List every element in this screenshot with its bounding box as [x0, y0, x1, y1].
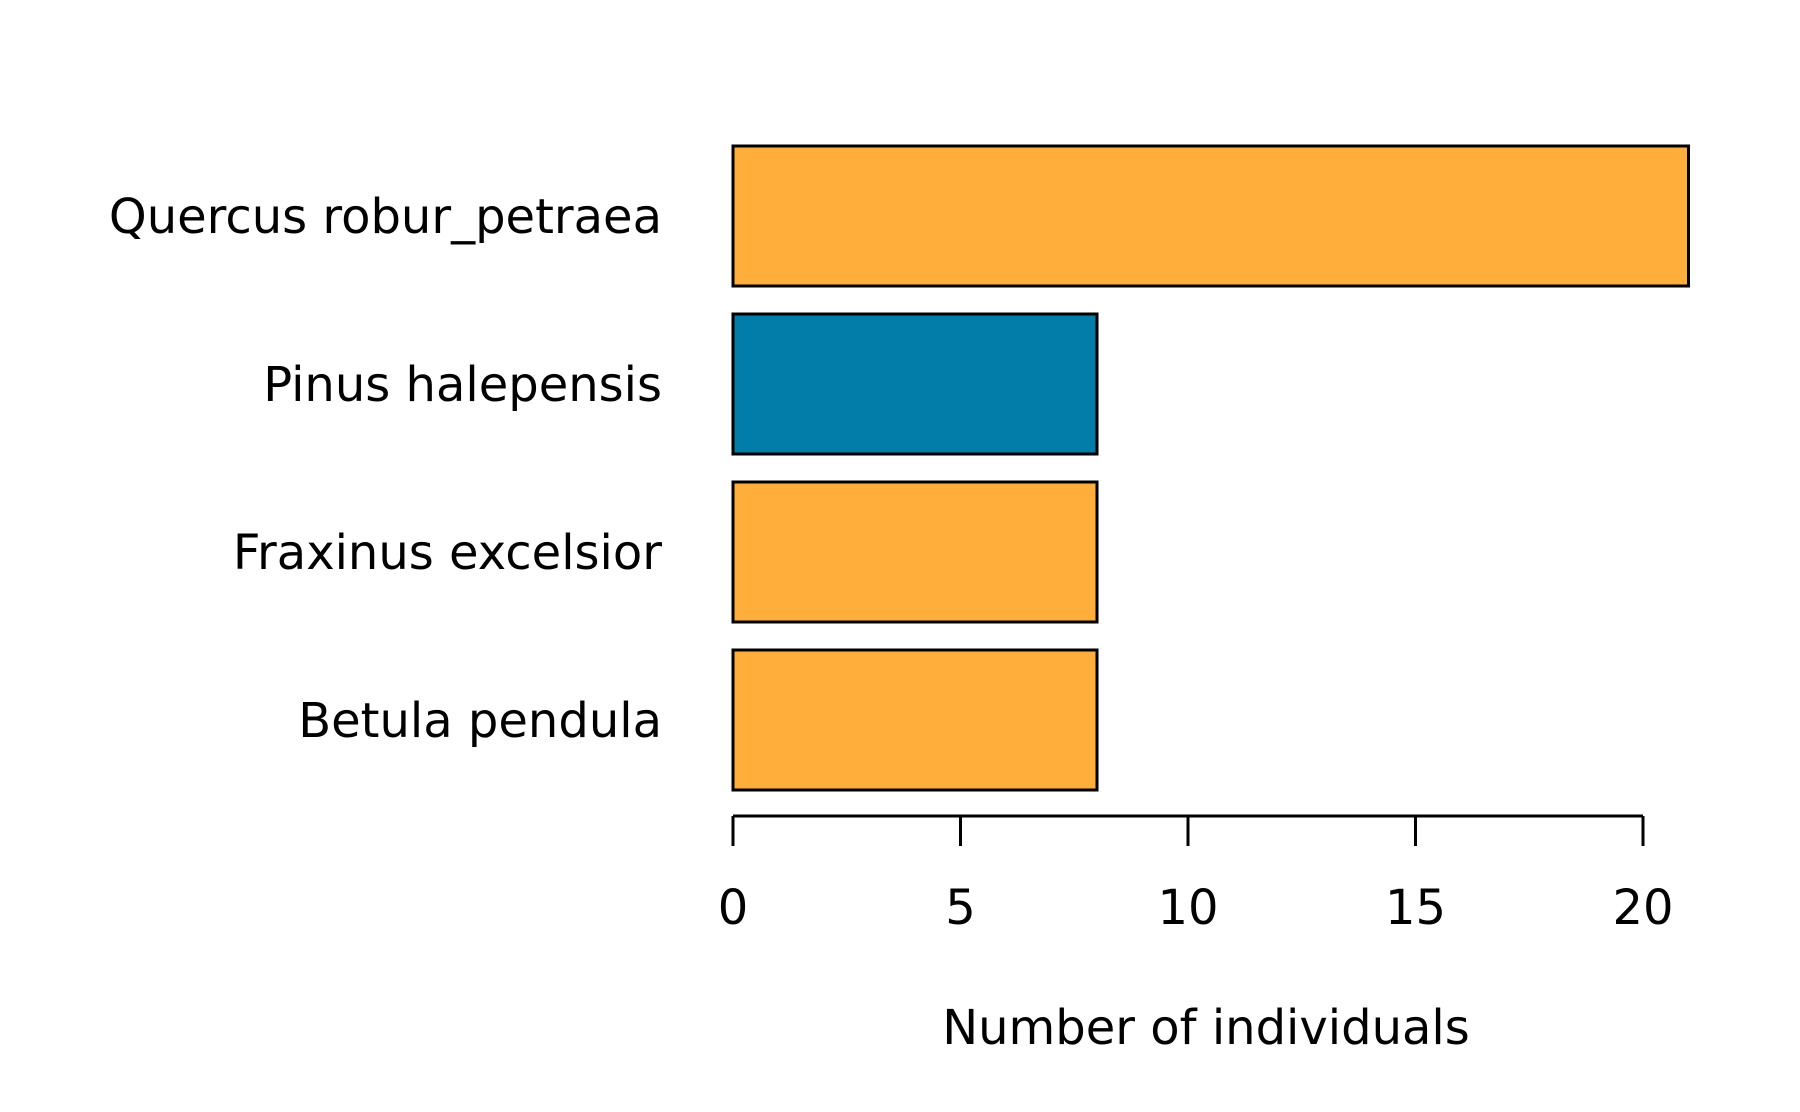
category-labels-group: Quercus robur_petraea Pinus halepensis Fra… [109, 189, 662, 749]
x-axis-title: Number of individuals [942, 1000, 1470, 1056]
bar-pinus-halepensis [731, 312, 1099, 456]
category-label: Quercus robur_petraea [109, 189, 662, 245]
x-tick-label: 10 [1157, 880, 1218, 936]
x-axis: 0 5 10 15 20 [718, 814, 1674, 936]
bars-group [731, 144, 1690, 792]
x-tick-label: 20 [1612, 880, 1673, 936]
bar-fraxinus-excelsior [731, 480, 1099, 624]
x-tick-label: 5 [945, 880, 976, 936]
category-label: Betula pendula [298, 693, 662, 749]
x-tick-label: 0 [718, 880, 749, 936]
category-label: Fraxinus excelsior [233, 525, 662, 581]
category-label: Pinus halepensis [263, 357, 662, 413]
bar-betula-pendula [731, 648, 1099, 792]
x-tick-label: 15 [1385, 880, 1446, 936]
bar-quercus-robur-petraea [731, 144, 1690, 288]
